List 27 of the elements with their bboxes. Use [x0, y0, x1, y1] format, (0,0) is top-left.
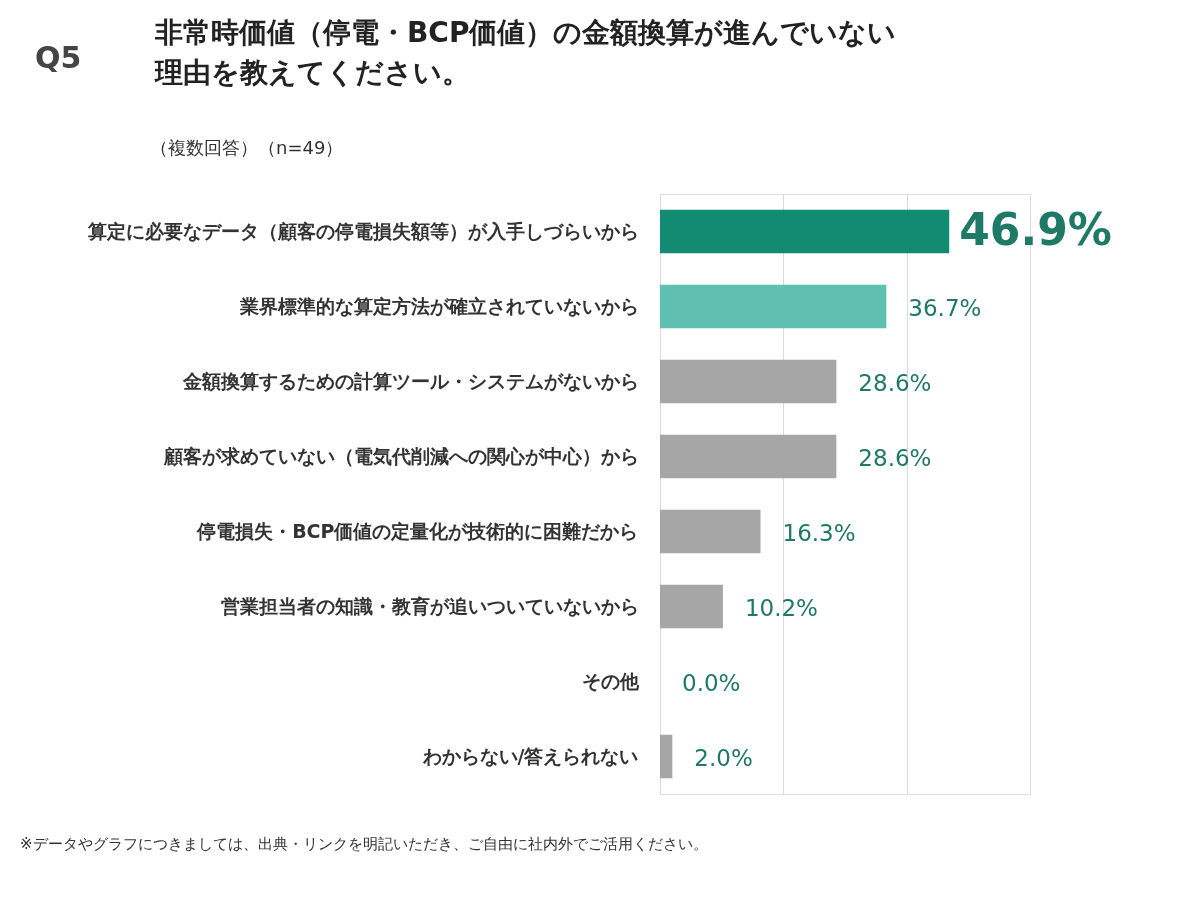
data-label: 28.6%	[858, 444, 932, 471]
bar	[660, 434, 837, 479]
data-label: 0.0%	[682, 669, 741, 696]
text: Q5	[35, 40, 82, 75]
data-label: 2.0%	[694, 744, 753, 771]
bar	[660, 734, 673, 779]
chart-title: 非常時価値（停電・BCP価値）の金額換算が進んでいない理由を教えてください。	[154, 16, 897, 89]
data-label: 46.9%	[959, 203, 1112, 255]
text: ※データやグラフにつきましては、出典・リンクを明記いただき、ご自由に社内外でご活用ください。	[20, 835, 708, 853]
y-tick-label: わからない/答えられない	[421, 744, 639, 767]
y-tick-label: 算定に必要なデータ（顧客の停電損失額等）が入手しづらいから	[86, 219, 639, 242]
data-label: 10.2%	[744, 594, 818, 621]
bar	[660, 359, 837, 404]
data-label: 28.6%	[858, 369, 932, 396]
bar	[660, 284, 887, 329]
text: （複数回答）（n=49）	[150, 137, 344, 158]
y-tick-label: 停電損失・BCP価値の定量化が技術的に困難だから	[196, 519, 639, 542]
y-tick-label: 金額換算するための計算ツール・システムがないから	[181, 369, 639, 392]
y-tick-label: 営業担当者の知識・教育が追いついていないから	[220, 594, 639, 617]
y-tick-label: その他	[581, 669, 640, 692]
bar	[660, 209, 950, 254]
y-tick-label: 業界標準的な算定方法が確立されていないから	[238, 294, 639, 317]
y-tick-label: 顧客が求めていない（電気代削減への関心が中心）から	[162, 444, 639, 467]
bar	[660, 584, 723, 629]
data-label: 36.7%	[908, 294, 982, 321]
data-label: 16.3%	[782, 519, 856, 546]
bar	[660, 509, 761, 554]
